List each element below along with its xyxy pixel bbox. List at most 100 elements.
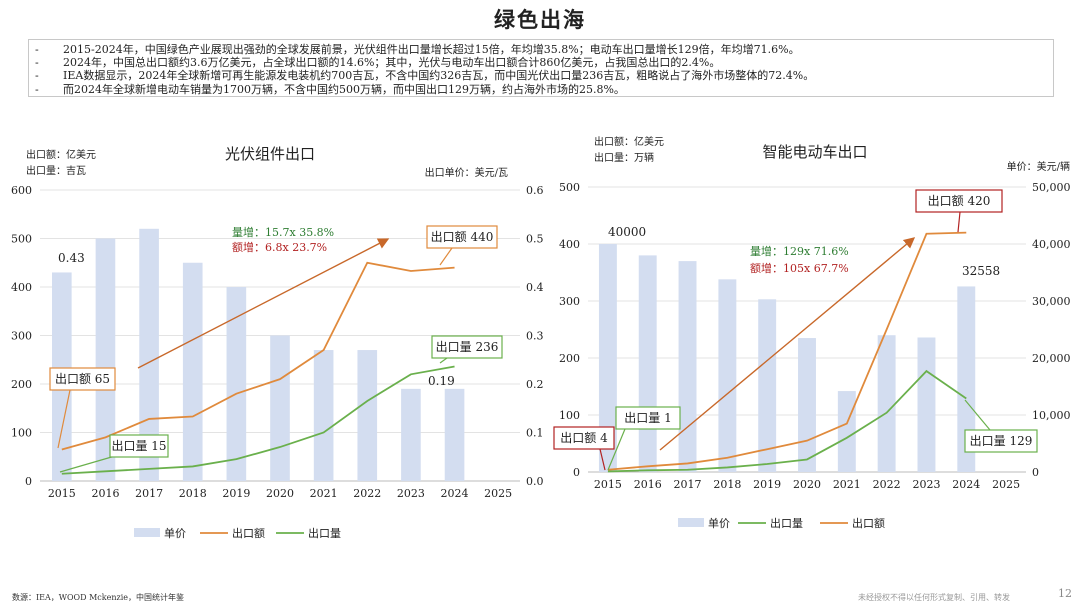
bar-unit-price: [718, 279, 737, 472]
y-tick-left: 300: [559, 295, 580, 308]
callout-label: 出口额 440: [431, 230, 494, 244]
bullet-marker: -: [35, 43, 39, 56]
callout-box: [431, 335, 503, 359]
y-tick-left: 0: [25, 475, 32, 488]
callout-pointer: [439, 357, 448, 364]
growth-note-amount: 额增：6.8x 23.7%: [232, 240, 327, 254]
y-tick-right: 0.3: [526, 330, 544, 343]
x-tick: 2022: [873, 478, 901, 491]
callout-pointer: [957, 211, 961, 233]
bar-unit-price: [226, 287, 247, 481]
line-export-amount: [607, 231, 967, 471]
source-note: 数源：IEA，WOOD Mckenzie，中国统计年鉴: [12, 593, 184, 602]
x-tick: 2022: [353, 487, 381, 500]
legend-label: 单价: [164, 527, 186, 540]
bullet-marker: -: [35, 82, 39, 96]
callout-label: 出口额 65: [55, 372, 110, 386]
bar-value-label: 0.19: [428, 374, 455, 388]
callout-box: [553, 426, 615, 450]
growth-note-amount: 额增：105x 67.7%: [750, 261, 849, 275]
legend-label: 出口额: [852, 516, 885, 530]
bar-unit-price: [957, 286, 976, 472]
y-tick-right: 0.0: [526, 475, 544, 488]
bar-unit-price: [444, 388, 465, 481]
growth-note-volume: 量增：15.7x 35.8%: [232, 225, 334, 239]
bar-value-label: 0.43: [58, 251, 85, 265]
callout-box: [49, 367, 116, 391]
x-tick: 2015: [48, 487, 76, 500]
x-tick: 2024: [952, 478, 980, 491]
callout-label: 出口额 4: [560, 431, 608, 445]
y-tick-left: 300: [11, 330, 32, 343]
bar-value-label: 32558: [962, 264, 1000, 278]
y-tick-right: 0: [1032, 466, 1039, 479]
bullet-marker: -: [35, 69, 39, 83]
x-tick: 2017: [135, 487, 163, 500]
bullet-marker: -: [35, 56, 39, 70]
callout-pointer: [964, 399, 991, 431]
x-tick: 2025: [992, 478, 1020, 491]
left-axis-unit: 出口额：亿美元: [26, 148, 96, 161]
legend-swatch-bar: [678, 518, 704, 527]
bar-unit-price: [798, 338, 816, 472]
y-tick-left: 0: [573, 466, 580, 479]
y-tick-right: 40,000: [1032, 238, 1071, 251]
x-tick: 2015: [594, 478, 622, 491]
y-tick-left: 500: [559, 181, 580, 194]
trend-arrow: [659, 237, 916, 451]
summary-box: - 2015-2024年，中国绿色产业展现出强劲的全球发展前景，光伏组件出口量增长…: [28, 39, 1054, 97]
x-tick: 2016: [91, 487, 119, 500]
page-title: 绿色出海: [494, 7, 586, 32]
legend-label: 出口量: [770, 516, 803, 530]
bar-unit-price: [313, 350, 334, 481]
callout-box: [615, 406, 681, 430]
x-tick: 2016: [634, 478, 662, 491]
summary-bullet: - 2015-2024年，中国绿色产业展现出强劲的全球发展前景，光伏组件出口量增长…: [35, 43, 1053, 56]
x-tick: 2024: [441, 487, 469, 500]
bar-unit-price: [270, 335, 290, 481]
callout-box: [109, 434, 169, 458]
left-axis-unit: 出口额：亿美元: [594, 135, 664, 148]
y-tick-left: 400: [559, 238, 580, 251]
bar-unit-price: [357, 350, 378, 481]
legend-swatch-bar: [134, 528, 160, 537]
copyright-notice: 未经授权不得以任何形式复制、引用、转发: [858, 593, 1010, 602]
bar-unit-price: [877, 335, 896, 472]
summary-text: 而2024年全球新增电动车销量为1700万辆，不含中国约500万辆，而中国出口1…: [63, 82, 625, 96]
left-axis-unit: 出口量：万辆: [594, 151, 654, 164]
y-tick-right: 0.5: [526, 233, 544, 246]
x-tick: 2025: [484, 487, 512, 500]
callout-pointer: [607, 428, 626, 471]
y-tick-left: 100: [559, 409, 580, 422]
bar-unit-price: [917, 337, 936, 472]
callout-pointer: [57, 389, 71, 449]
y-tick-right: 50,000: [1032, 181, 1071, 194]
x-tick: 2020: [266, 487, 294, 500]
y-tick-left: 500: [11, 233, 32, 246]
x-tick: 2020: [793, 478, 821, 491]
bar-unit-price: [837, 391, 856, 472]
y-tick-right: 0.1: [526, 427, 544, 440]
x-tick: 2018: [179, 487, 207, 500]
callout-pointer: [439, 247, 453, 266]
bar-unit-price: [638, 255, 657, 472]
legend-label: 单价: [708, 517, 730, 530]
bar-unit-price: [401, 388, 421, 481]
y-tick-left: 200: [559, 352, 580, 365]
right-axis-unit: 出口单价：美元/瓦: [425, 166, 508, 179]
callout-pointer: [599, 448, 606, 471]
line-export-amount: [61, 261, 455, 451]
x-tick: 2018: [713, 478, 741, 491]
bar-unit-price: [758, 299, 777, 472]
callout-box: [964, 429, 1038, 453]
bar-unit-price: [182, 262, 203, 481]
y-tick-right: 0.2: [526, 378, 544, 391]
callout-box: [915, 189, 1003, 213]
chart-title: 智能电动车出口: [762, 143, 867, 161]
callout-label: 出口量 15: [111, 439, 166, 453]
bar-value-label: 40000: [608, 225, 646, 239]
chart-title: 光伏组件出口: [225, 145, 315, 163]
bar-unit-price: [678, 261, 697, 472]
callout-box: [426, 225, 498, 249]
